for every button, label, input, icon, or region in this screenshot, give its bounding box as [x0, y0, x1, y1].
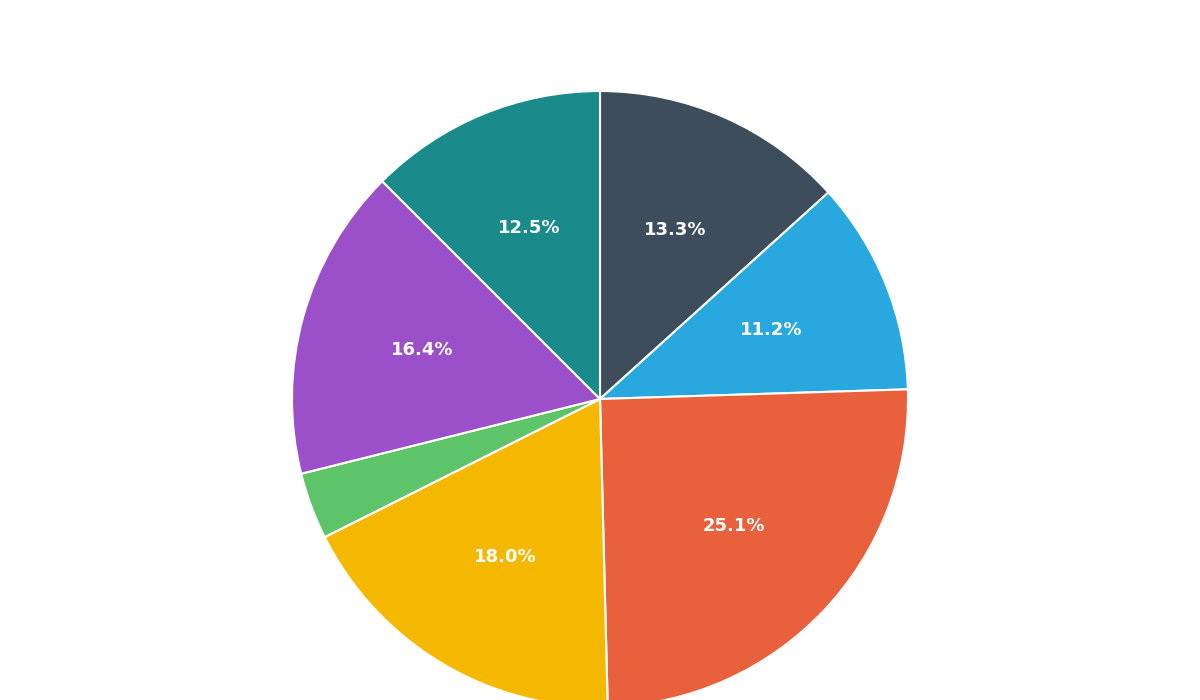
Text: 13.3%: 13.3% — [643, 221, 707, 239]
Wedge shape — [600, 389, 908, 700]
Text: 11.2%: 11.2% — [740, 321, 803, 339]
Wedge shape — [292, 181, 600, 474]
Text: 16.4%: 16.4% — [391, 341, 454, 358]
Text: 18.0%: 18.0% — [474, 549, 536, 566]
Text: 25.1%: 25.1% — [703, 517, 766, 535]
Text: 12.5%: 12.5% — [498, 219, 560, 237]
Wedge shape — [383, 91, 600, 399]
Wedge shape — [600, 91, 828, 399]
Wedge shape — [301, 399, 600, 537]
Wedge shape — [600, 193, 908, 399]
Wedge shape — [325, 399, 607, 700]
